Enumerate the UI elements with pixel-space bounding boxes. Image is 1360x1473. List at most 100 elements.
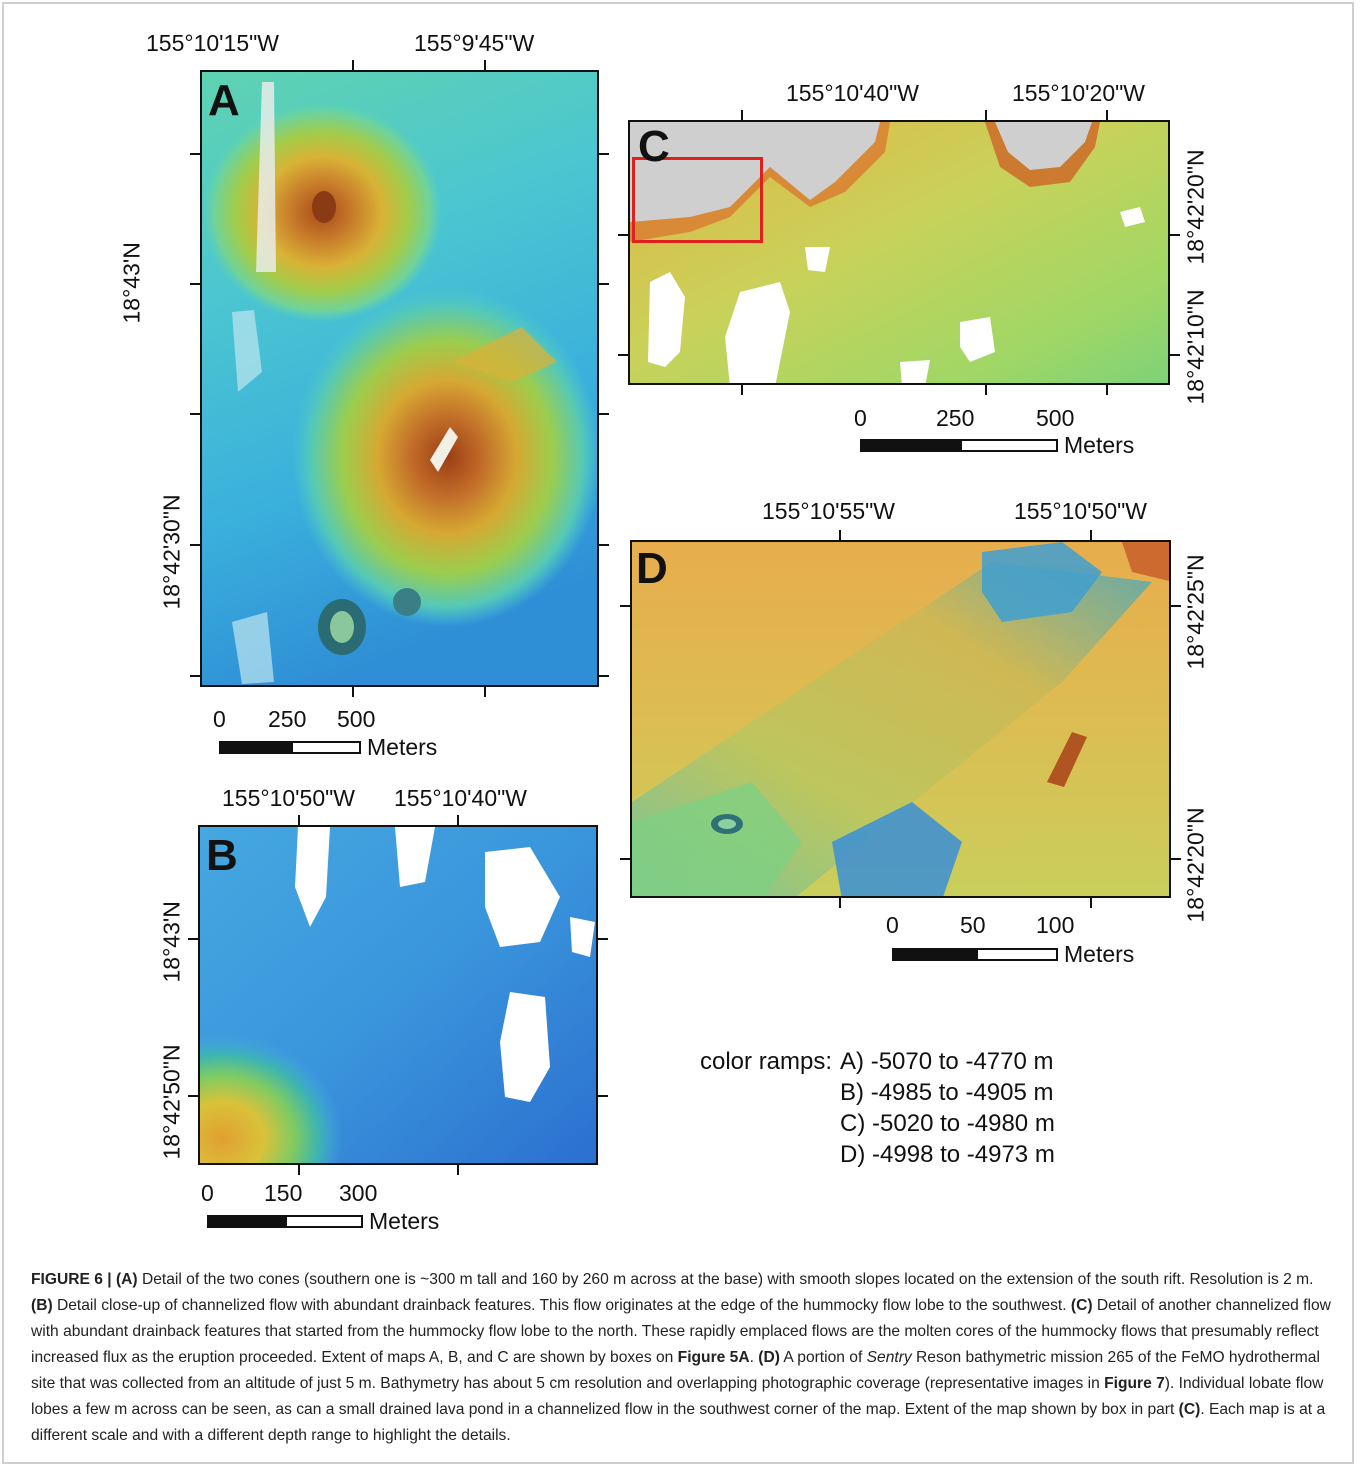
panel-c-scale-unit: Meters (1064, 432, 1135, 458)
panel-b-tick (298, 1165, 300, 1175)
panel-d-scale-tick-2: 100 (1036, 912, 1075, 938)
caption-sentry: Sentry (866, 1349, 912, 1366)
panel-a-lat-label-2: 18°42'30"N (158, 494, 185, 610)
panel-c-tick (985, 385, 987, 395)
panel-a-lat-label-1: 18°43'N (118, 242, 145, 324)
panel-a-map: A (200, 70, 599, 687)
panel-a-scale-unit: Meters (367, 734, 438, 760)
panel-c-bathymetry (630, 122, 1168, 383)
panel-a-scale-tick-2: 500 (337, 706, 376, 732)
panel-d-tick (620, 858, 630, 860)
panel-a-tick (599, 283, 609, 285)
panel-d-scale-unit: Meters (1064, 941, 1135, 967)
panel-a-tick (190, 153, 200, 155)
panel-c-scale-tick-1: 250 (936, 405, 975, 431)
panel-c-tick (1106, 385, 1108, 395)
panel-a-scale-tick-0: 0 (213, 706, 226, 732)
panel-b-lat-label-1: 18°43'N (158, 901, 185, 983)
panel-d-tick (1171, 858, 1181, 860)
panel-a-letter: A (208, 76, 240, 125)
panel-b-scale-unit: Meters (369, 1208, 440, 1234)
panel-a-tick (599, 675, 609, 677)
panel-a-tick (599, 153, 609, 155)
panel-d-lat-label-2: 18°42'20"N (1182, 807, 1209, 923)
panel-a-tick (484, 60, 486, 70)
panel-b-map: B (198, 825, 598, 1165)
panel-d-bathymetry (632, 542, 1169, 896)
panel-b-tick (188, 938, 198, 940)
panel-a-tick (484, 687, 486, 697)
panel-d-tick (1090, 530, 1092, 540)
caption-figure-7-link[interactable]: Figure 7 (1104, 1375, 1165, 1392)
panel-a-tick (599, 413, 609, 415)
panel-d-tick (839, 530, 841, 540)
caption-d-label: (D) (758, 1349, 780, 1366)
panel-a-scale-tick-1: 250 (268, 706, 307, 732)
panel-c-lon-label-1: 155°10'40"W (786, 80, 920, 106)
panel-b-lon-label-2: 155°10'40"W (394, 785, 528, 811)
legend-line-b: B) -4985 to -4905 m (840, 1079, 1054, 1106)
panel-b-bathymetry (200, 827, 596, 1163)
panel-a-lon-label-2: 155°9'45"W (414, 30, 535, 56)
panel-d-letter: D (636, 544, 668, 593)
panel-c-scale-tick-0: 0 (854, 405, 867, 431)
caption-b-label: (B) (31, 1297, 53, 1314)
panel-b-scale-bar (207, 1215, 363, 1228)
panel-a-lon-label-1: 155°10'15"W (146, 30, 280, 56)
panel-c-tick (1170, 234, 1180, 236)
caption-d-text-3: ). Individual lobate flow lobes a few m … (31, 1375, 1324, 1418)
panel-d-map: D (630, 540, 1171, 898)
panel-d-scale-tick-0: 0 (886, 912, 899, 938)
panel-d-lon-label-1: 155°10'55"W (762, 498, 896, 524)
caption-d-pre: . (749, 1349, 759, 1366)
caption-c-text: Detail of another channelized flow with … (31, 1297, 1331, 1366)
panel-b-tick (457, 1165, 459, 1175)
panel-b-scale-tick-2: 300 (339, 1180, 378, 1206)
caption-d-text-2: Reson bathymetric mission 265 of the FeM… (31, 1349, 1320, 1392)
panel-b-scale-tick-1: 150 (264, 1180, 303, 1206)
panel-c-tick (985, 110, 987, 120)
caption-a-label: (A) (115, 1271, 138, 1288)
panel-c-map: C (628, 120, 1170, 385)
caption-figure-5a-link[interactable]: Figure 5A (677, 1349, 750, 1366)
panel-c-tick (741, 110, 743, 120)
panel-b-tick (598, 1095, 608, 1097)
panel-b-scale-tick-0: 0 (201, 1180, 214, 1206)
caption-b-text: Detail close-up of channelized flow with… (52, 1297, 1071, 1314)
panel-c-letter: C (638, 122, 670, 171)
panel-d-extent-box (632, 157, 763, 243)
panel-b-tick (457, 815, 459, 825)
caption-d-text-1: A portion of (779, 1349, 867, 1366)
caption-c-ref: (C) (1178, 1401, 1201, 1418)
panel-a-tick (599, 544, 609, 546)
panel-c-lon-label-2: 155°10'20"W (1012, 80, 1146, 106)
panel-b-tick (188, 1095, 198, 1097)
panel-a-bathymetry (202, 72, 597, 685)
panel-d-tick (620, 605, 630, 607)
legend-line-c: C) -5020 to -4980 m (840, 1110, 1055, 1137)
panel-d-tick (1171, 605, 1181, 607)
color-ramps-legend: color ramps: A) -5070 to -4770 m B) -498… (700, 1046, 1055, 1170)
panel-c-scale-bar (860, 439, 1058, 452)
panel-a-tick (352, 687, 354, 697)
panel-a-tick (190, 675, 200, 677)
panel-c-tick (741, 385, 743, 395)
panel-c-tick (1106, 110, 1108, 120)
panel-b-lat-label-2: 18°42'50"N (158, 1044, 185, 1160)
caption-figure-label: FIGURE 6 | (31, 1271, 116, 1288)
panel-d-lat-label-1: 18°42'25"N (1182, 554, 1209, 670)
panel-a-tick (190, 544, 200, 546)
panel-c-lat-label-2: 18°42'10"N (1182, 289, 1209, 405)
legend-line-a: A) -5070 to -4770 m (840, 1048, 1054, 1075)
caption-a-text: Detail of the two cones (southern one is… (137, 1271, 1314, 1288)
panel-d-lon-label-2: 155°10'50"W (1014, 498, 1148, 524)
panel-b-letter: B (206, 831, 238, 880)
caption-c-label: (C) (1070, 1297, 1093, 1314)
panel-a-tick (190, 413, 200, 415)
panel-a-tick (190, 283, 200, 285)
panel-c-lat-label-1: 18°42'20"N (1182, 149, 1209, 265)
caption-d-text-4: . Each map is at a different scale and w… (31, 1401, 1326, 1444)
panel-b-tick (298, 815, 300, 825)
panel-c-tick (618, 354, 628, 356)
